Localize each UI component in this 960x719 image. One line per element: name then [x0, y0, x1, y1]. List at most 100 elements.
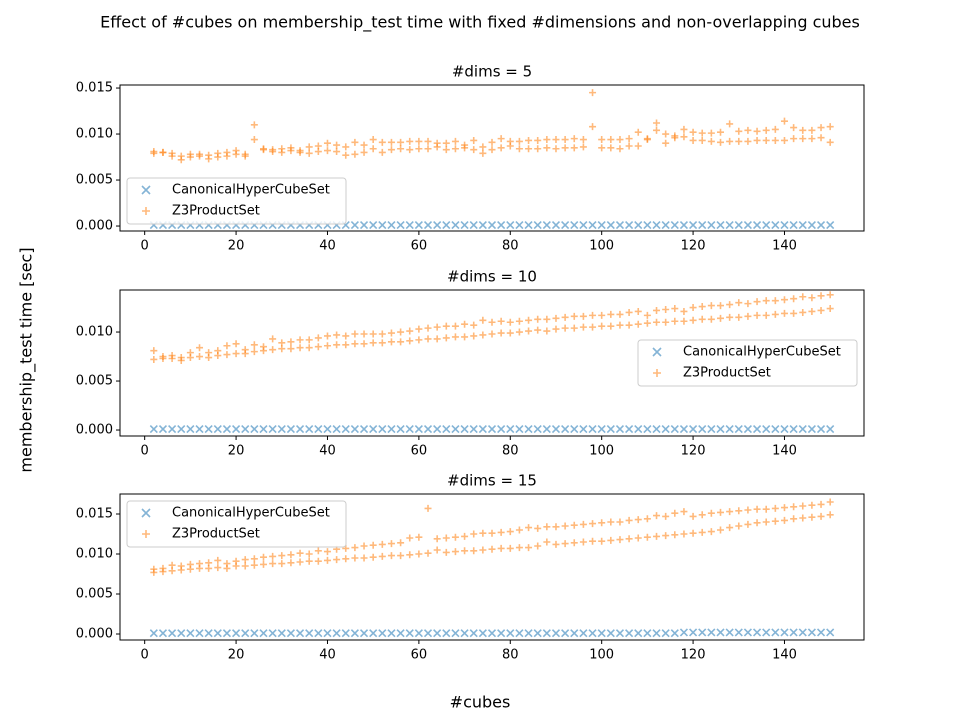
data-point	[205, 559, 213, 567]
data-point	[561, 221, 570, 230]
data-point	[707, 137, 715, 145]
data-point	[698, 303, 706, 311]
data-point	[589, 520, 597, 528]
data-point	[387, 338, 395, 346]
data-point	[771, 517, 779, 525]
data-point	[342, 341, 350, 349]
x-tick-label: 100	[589, 648, 614, 663]
data-point	[589, 323, 597, 331]
data-point	[808, 513, 816, 521]
legend-label: CanonicalHyperCubeSet	[172, 183, 330, 198]
data-point	[762, 126, 770, 134]
y-tick-label: 0.010	[76, 325, 113, 340]
data-point	[762, 518, 770, 526]
data-point	[332, 629, 341, 638]
data-point	[424, 324, 432, 332]
data-point	[735, 507, 743, 515]
data-point	[826, 511, 834, 519]
x-tick-label: 60	[411, 648, 428, 663]
data-point	[816, 628, 826, 637]
data-point	[798, 424, 807, 434]
data-point	[177, 152, 185, 160]
data-point	[643, 311, 651, 319]
data-point	[652, 424, 661, 434]
data-point	[213, 424, 222, 434]
data-point	[616, 145, 624, 153]
data-point	[707, 628, 716, 637]
data-point	[598, 136, 606, 144]
data-point	[652, 629, 661, 638]
data-point	[451, 333, 459, 341]
data-point	[551, 424, 561, 434]
data-point	[470, 530, 478, 538]
data-point	[680, 307, 688, 315]
data-point	[433, 546, 441, 554]
data-point	[661, 221, 670, 230]
data-point	[552, 145, 560, 153]
data-point	[790, 295, 798, 303]
data-point	[278, 345, 286, 353]
data-point	[295, 629, 305, 638]
data-point	[780, 424, 789, 434]
data-point	[177, 424, 186, 434]
data-point	[734, 424, 743, 434]
data-point	[744, 126, 752, 134]
data-point	[597, 221, 606, 230]
data-point	[625, 321, 633, 329]
data-point	[643, 424, 652, 434]
x-tick-label: 80	[502, 444, 519, 459]
data-point	[689, 221, 698, 230]
data-point	[461, 141, 469, 149]
data-point	[707, 528, 715, 536]
data-point	[287, 144, 295, 152]
data-point	[762, 628, 771, 637]
data-point	[259, 560, 267, 568]
x-tick-label: 0	[141, 239, 149, 254]
x-tick-label: 100	[589, 239, 614, 254]
data-point	[478, 424, 487, 434]
data-point	[424, 504, 432, 512]
data-point	[369, 330, 377, 338]
data-point	[232, 629, 241, 638]
data-point	[479, 331, 487, 339]
data-point	[487, 424, 497, 434]
data-point	[598, 537, 606, 545]
data-point	[771, 221, 780, 230]
data-point	[442, 534, 450, 542]
data-point	[662, 139, 670, 147]
x-tick-label: 40	[319, 648, 336, 663]
data-point	[670, 629, 679, 638]
data-point	[433, 535, 441, 543]
data-point	[671, 509, 679, 517]
data-point	[351, 330, 359, 338]
data-point	[543, 327, 551, 335]
data-point	[607, 136, 615, 144]
data-point	[461, 532, 469, 540]
data-point	[643, 319, 651, 327]
data-point	[469, 424, 478, 434]
data-point	[287, 559, 295, 567]
plot-frame	[119, 289, 865, 437]
data-point	[478, 221, 487, 230]
data-point	[653, 512, 661, 520]
data-point	[204, 424, 213, 434]
data-point	[424, 137, 432, 145]
data-point	[196, 344, 204, 352]
data-point	[615, 629, 625, 638]
data-point	[470, 146, 478, 154]
data-point	[168, 352, 176, 360]
data-point	[241, 424, 250, 434]
data-point	[525, 327, 533, 335]
data-point	[689, 128, 697, 136]
plot-frame	[119, 84, 865, 232]
data-point	[268, 629, 277, 638]
data-point	[168, 424, 177, 434]
data-point	[350, 424, 359, 434]
data-point	[662, 130, 670, 138]
data-point	[716, 424, 725, 434]
data-point	[196, 353, 204, 361]
data-point	[442, 424, 451, 434]
x-tick-label: 20	[228, 239, 245, 254]
data-point	[707, 315, 715, 323]
